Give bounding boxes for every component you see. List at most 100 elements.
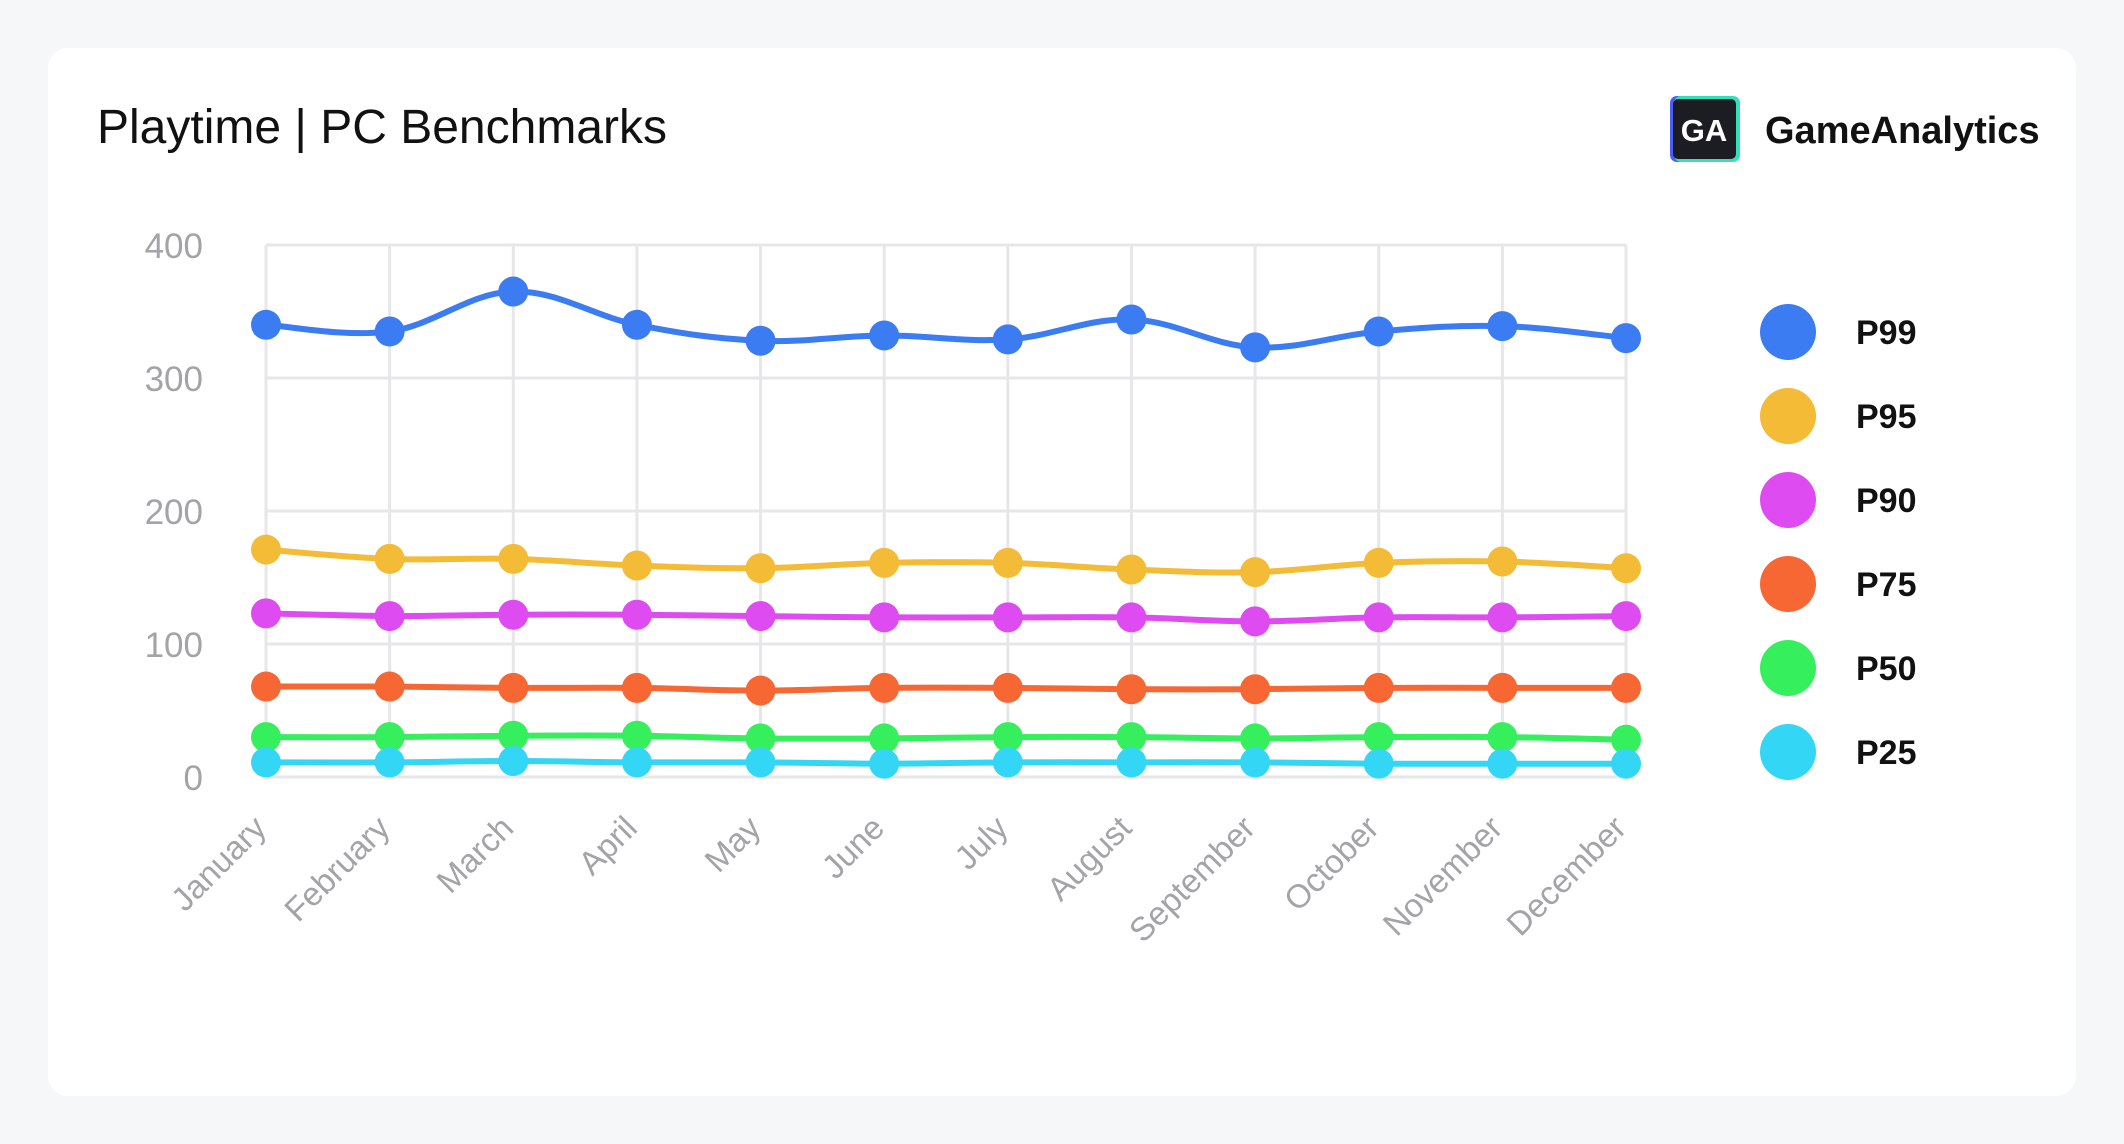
x-tick-label: September — [1122, 809, 1262, 949]
data-point-p90 — [251, 598, 281, 629]
data-point-p50 — [374, 722, 405, 753]
legend-marker-p90 — [1760, 472, 1816, 528]
data-point-p25 — [992, 747, 1023, 778]
legend-label-p75: P75 — [1856, 566, 1917, 604]
data-point-p50 — [869, 723, 900, 754]
data-point-p75 — [1487, 672, 1518, 703]
data-point-p50 — [1240, 723, 1271, 754]
data-point-p95 — [1487, 546, 1518, 577]
data-point-p90 — [498, 599, 529, 630]
data-point-p90 — [1240, 606, 1271, 637]
x-tick-label: November — [1376, 809, 1510, 943]
data-point-p90 — [621, 599, 652, 630]
data-point-p75 — [1363, 672, 1394, 703]
x-tick-label: May — [697, 808, 768, 879]
x-tick-label: February — [277, 808, 397, 928]
series-line-p75 — [263, 683, 1629, 694]
data-point-p95 — [621, 550, 652, 581]
data-point-p99 — [374, 316, 405, 347]
data-point-p99 — [1240, 332, 1271, 363]
data-point-p50 — [251, 722, 281, 753]
series-line-p99 — [263, 288, 1629, 351]
data-point-p25 — [1240, 747, 1271, 778]
data-point-p75 — [1240, 674, 1271, 705]
data-point-p95 — [1611, 553, 1641, 584]
data-point-p99 — [745, 325, 776, 356]
data-point-p25 — [621, 747, 652, 778]
data-point-p90 — [374, 601, 405, 632]
data-point-p50 — [621, 720, 652, 751]
x-tick-label: June — [814, 809, 891, 886]
data-point-p25 — [1487, 748, 1518, 779]
legend-label-p50: P50 — [1856, 650, 1917, 688]
data-point-p50 — [1487, 722, 1518, 753]
y-tick-label: 200 — [145, 493, 203, 532]
data-point-p50 — [1611, 724, 1641, 755]
data-point-p90 — [869, 602, 900, 633]
legend-label-p99: P99 — [1856, 314, 1917, 352]
logo-text: GA — [1681, 113, 1728, 148]
data-point-p50 — [1363, 722, 1394, 753]
data-point-p90 — [992, 602, 1023, 633]
data-point-p95 — [869, 547, 900, 578]
data-point-p75 — [374, 671, 405, 702]
legend-marker-p95 — [1760, 388, 1816, 444]
data-point-p25 — [745, 747, 776, 778]
x-tick-label: August — [1040, 809, 1139, 908]
data-point-p99 — [1611, 323, 1641, 354]
data-point-p25 — [1116, 747, 1147, 778]
data-point-p50 — [498, 720, 529, 751]
data-point-p25 — [1363, 748, 1394, 779]
series-line-p25 — [263, 758, 1629, 767]
data-point-p75 — [1611, 672, 1641, 703]
legend-marker-p75 — [1760, 556, 1816, 612]
legend-label-p95: P95 — [1856, 398, 1917, 436]
data-point-p25 — [498, 746, 529, 777]
data-point-p99 — [1487, 311, 1518, 342]
data-point-p99 — [621, 309, 652, 340]
brand-name: GameAnalytics — [1765, 110, 2040, 152]
data-point-p95 — [251, 534, 281, 565]
data-point-p95 — [1240, 557, 1271, 588]
series-line-p50 — [263, 732, 1629, 743]
y-tick-label: 100 — [145, 626, 203, 665]
y-tick-label: 300 — [145, 360, 203, 399]
x-tick-label: April — [571, 809, 644, 882]
data-point-p25 — [374, 747, 405, 778]
data-point-p50 — [992, 722, 1023, 753]
x-tick-label: October — [1277, 809, 1386, 918]
data-point-p99 — [992, 324, 1023, 355]
data-point-p95 — [1363, 547, 1394, 578]
data-point-p95 — [374, 543, 405, 574]
series-line-p90 — [263, 610, 1629, 625]
x-tick-label: December — [1499, 809, 1633, 943]
data-point-p95 — [1116, 554, 1147, 585]
data-point-p99 — [251, 309, 281, 340]
series-line-p95 — [263, 546, 1629, 576]
data-point-p90 — [745, 601, 776, 632]
legend-label-p90: P90 — [1856, 482, 1917, 520]
data-point-p75 — [498, 672, 529, 703]
data-point-p75 — [992, 672, 1023, 703]
data-point-p95 — [745, 553, 776, 584]
data-point-p90 — [1611, 601, 1641, 632]
data-point-p99 — [498, 276, 529, 307]
data-point-p50 — [1116, 722, 1147, 753]
data-point-p75 — [621, 672, 652, 703]
legend-marker-p50 — [1760, 640, 1816, 696]
data-point-p75 — [1116, 674, 1147, 705]
y-tick-label: 0 — [184, 759, 203, 798]
data-point-p25 — [869, 748, 900, 779]
data-point-p99 — [1363, 316, 1394, 347]
x-tick-label: March — [429, 809, 520, 900]
x-tick-label: January — [164, 808, 274, 918]
legend-label-p25: P25 — [1856, 734, 1917, 772]
data-point-p99 — [869, 320, 900, 351]
chart-title: Playtime | PC Benchmarks — [97, 101, 667, 154]
y-tick-label: 400 — [145, 227, 203, 266]
gameanalytics-logo: GA — [1670, 96, 1740, 162]
data-point-p90 — [1116, 602, 1147, 633]
data-point-p25 — [251, 747, 281, 778]
data-point-p95 — [992, 547, 1023, 578]
